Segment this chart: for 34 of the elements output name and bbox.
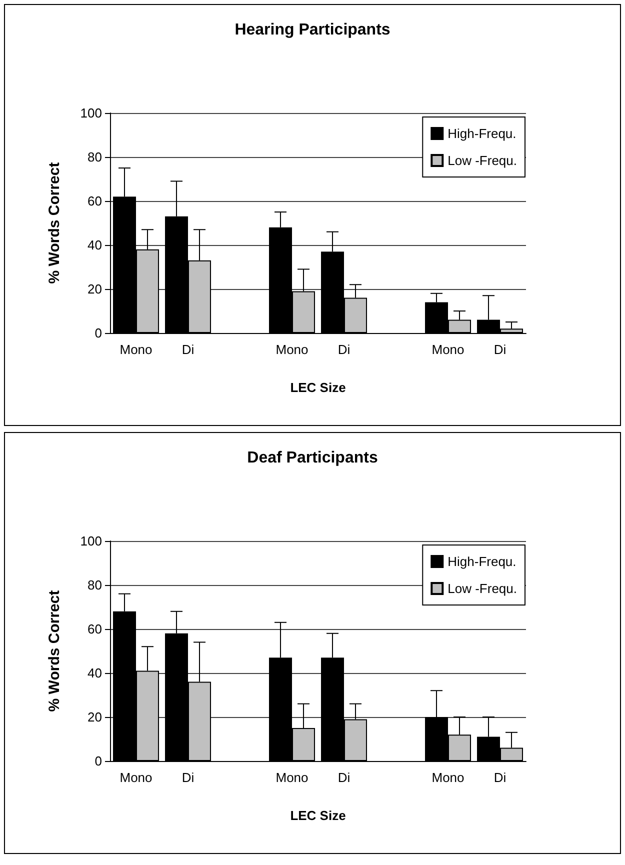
y-tick-label: 60 (88, 622, 102, 636)
y-axis-title: % Words Correct (46, 162, 63, 284)
y-tick-label: 60 (88, 194, 102, 208)
y-tick-label: 0 (94, 326, 102, 340)
y-tick-label: 0 (94, 754, 102, 768)
x-tick-label: Mono (432, 342, 464, 357)
x-tick-label: Di (494, 770, 506, 785)
x-tick-label: Mono (432, 770, 464, 785)
chart-title: Hearing Participants (234, 22, 390, 38)
x-tick-label: Di (182, 770, 194, 785)
y-tick-label: 20 (88, 282, 102, 296)
y-tick-label: 40 (88, 666, 102, 680)
y-tick-label: 100 (80, 534, 102, 548)
x-tick-label: Di (494, 342, 506, 357)
y-tick-label: 20 (88, 710, 102, 724)
x-tick-label: Mono (120, 770, 152, 785)
chart-title: Deaf Participants (247, 450, 378, 466)
x-tick-label: Mono (120, 342, 152, 357)
y-tick-label: 100 (80, 106, 102, 120)
y-axis-title: % Words Correct (46, 590, 63, 712)
y-tick-label: 40 (88, 238, 102, 252)
x-axis-title: LEC Size (290, 380, 346, 395)
y-tick-label: 80 (88, 578, 102, 592)
legend-label: Low -Frequ. (448, 153, 518, 168)
x-axis-title: LEC Size (290, 808, 346, 823)
x-tick-label: Di (338, 770, 350, 785)
y-tick-label: 80 (88, 150, 102, 164)
legend-label: Low -Frequ. (448, 581, 518, 596)
x-tick-label: Di (338, 342, 350, 357)
x-tick-label: Di (182, 342, 194, 357)
x-tick-label: Mono (276, 770, 308, 785)
x-tick-label: Mono (276, 342, 308, 357)
legend-label: High-Frequ. (448, 554, 516, 569)
legend-label: High-Frequ. (448, 126, 516, 141)
